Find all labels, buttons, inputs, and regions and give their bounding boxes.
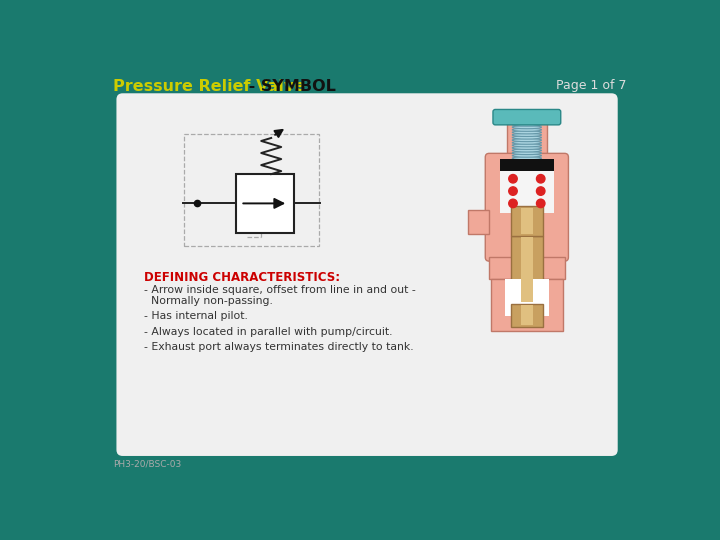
Text: Normally non-passing.: Normally non-passing. xyxy=(144,296,273,306)
Bar xyxy=(235,174,294,233)
Bar xyxy=(184,134,319,246)
Circle shape xyxy=(536,187,545,195)
Text: Pressure Relief Valve: Pressure Relief Valve xyxy=(113,79,305,93)
Bar xyxy=(510,236,543,303)
Ellipse shape xyxy=(512,131,541,134)
Ellipse shape xyxy=(512,144,541,147)
Ellipse shape xyxy=(512,123,541,126)
FancyBboxPatch shape xyxy=(485,153,568,261)
Bar xyxy=(521,208,533,234)
Circle shape xyxy=(509,187,517,195)
Bar xyxy=(490,279,563,331)
Ellipse shape xyxy=(512,126,541,129)
Text: - Exhaust port always terminates directly to tank.: - Exhaust port always terminates directl… xyxy=(144,342,414,352)
Ellipse shape xyxy=(512,146,541,150)
Bar xyxy=(507,123,547,161)
Ellipse shape xyxy=(512,136,541,139)
Text: - Has internal pilot.: - Has internal pilot. xyxy=(144,311,248,321)
Text: Page 1 of 7: Page 1 of 7 xyxy=(557,79,627,92)
Bar xyxy=(500,159,554,171)
Bar xyxy=(500,171,554,213)
Circle shape xyxy=(536,174,545,183)
Bar xyxy=(510,206,543,236)
Ellipse shape xyxy=(512,154,541,157)
Ellipse shape xyxy=(512,139,541,141)
Bar xyxy=(467,210,489,234)
Circle shape xyxy=(536,199,545,208)
FancyBboxPatch shape xyxy=(117,93,618,456)
Ellipse shape xyxy=(512,152,541,154)
Text: - Arrow inside square, offset from line in and out -: - Arrow inside square, offset from line … xyxy=(144,285,416,295)
Circle shape xyxy=(509,199,517,208)
Ellipse shape xyxy=(512,133,541,137)
Ellipse shape xyxy=(512,157,541,160)
Bar xyxy=(521,305,533,325)
Text: - SYMBOL: - SYMBOL xyxy=(243,79,336,93)
Ellipse shape xyxy=(512,128,541,131)
Circle shape xyxy=(509,174,517,183)
Bar xyxy=(510,303,543,327)
Bar xyxy=(489,257,564,279)
Bar xyxy=(505,279,549,316)
Ellipse shape xyxy=(512,149,541,152)
Text: DEFINING CHARACTERISTICS:: DEFINING CHARACTERISTICS: xyxy=(144,271,341,284)
Bar xyxy=(521,237,533,302)
FancyBboxPatch shape xyxy=(493,110,561,125)
Text: PH3-20/BSC-03: PH3-20/BSC-03 xyxy=(113,460,181,468)
Text: - Always located in parallel with pump/circuit.: - Always located in parallel with pump/c… xyxy=(144,327,392,336)
Ellipse shape xyxy=(512,141,541,144)
